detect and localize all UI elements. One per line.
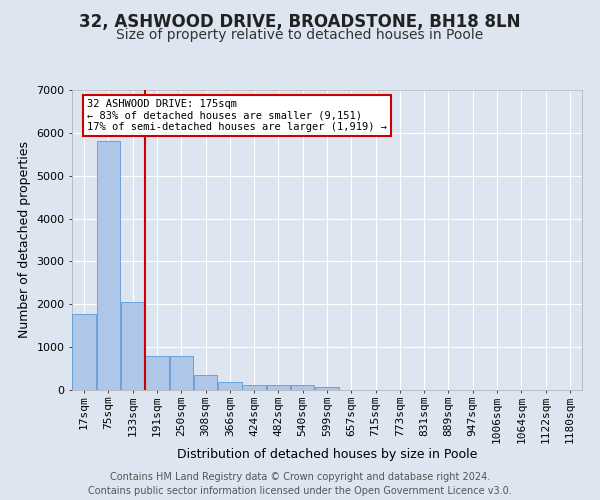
Bar (145, 356, 169, 390)
Bar (218, 382, 242, 390)
Bar (121, 302, 145, 390)
Text: Size of property relative to detached houses in Poole: Size of property relative to detached ho… (116, 28, 484, 42)
Y-axis label: Number of detached properties: Number of detached properties (17, 142, 31, 338)
Bar (97, 142, 120, 390)
Text: 32 ASHWOOD DRIVE: 175sqm
← 83% of detached houses are smaller (9,151)
17% of sem: 32 ASHWOOD DRIVE: 175sqm ← 83% of detach… (88, 99, 388, 132)
Text: 32, ASHWOOD DRIVE, BROADSTONE, BH18 8LN: 32, ASHWOOD DRIVE, BROADSTONE, BH18 8LN (79, 12, 521, 30)
Bar (266, 386, 290, 390)
Bar (242, 385, 266, 390)
Bar (315, 386, 339, 390)
Text: Contains public sector information licensed under the Open Government Licence v3: Contains public sector information licen… (88, 486, 512, 496)
Text: Contains HM Land Registry data © Crown copyright and database right 2024.: Contains HM Land Registry data © Crown c… (110, 472, 490, 482)
Bar (73, 314, 96, 390)
Bar (194, 376, 217, 390)
Bar (291, 386, 314, 390)
Bar (170, 356, 193, 390)
X-axis label: Distribution of detached houses by size in Poole: Distribution of detached houses by size … (177, 448, 477, 462)
